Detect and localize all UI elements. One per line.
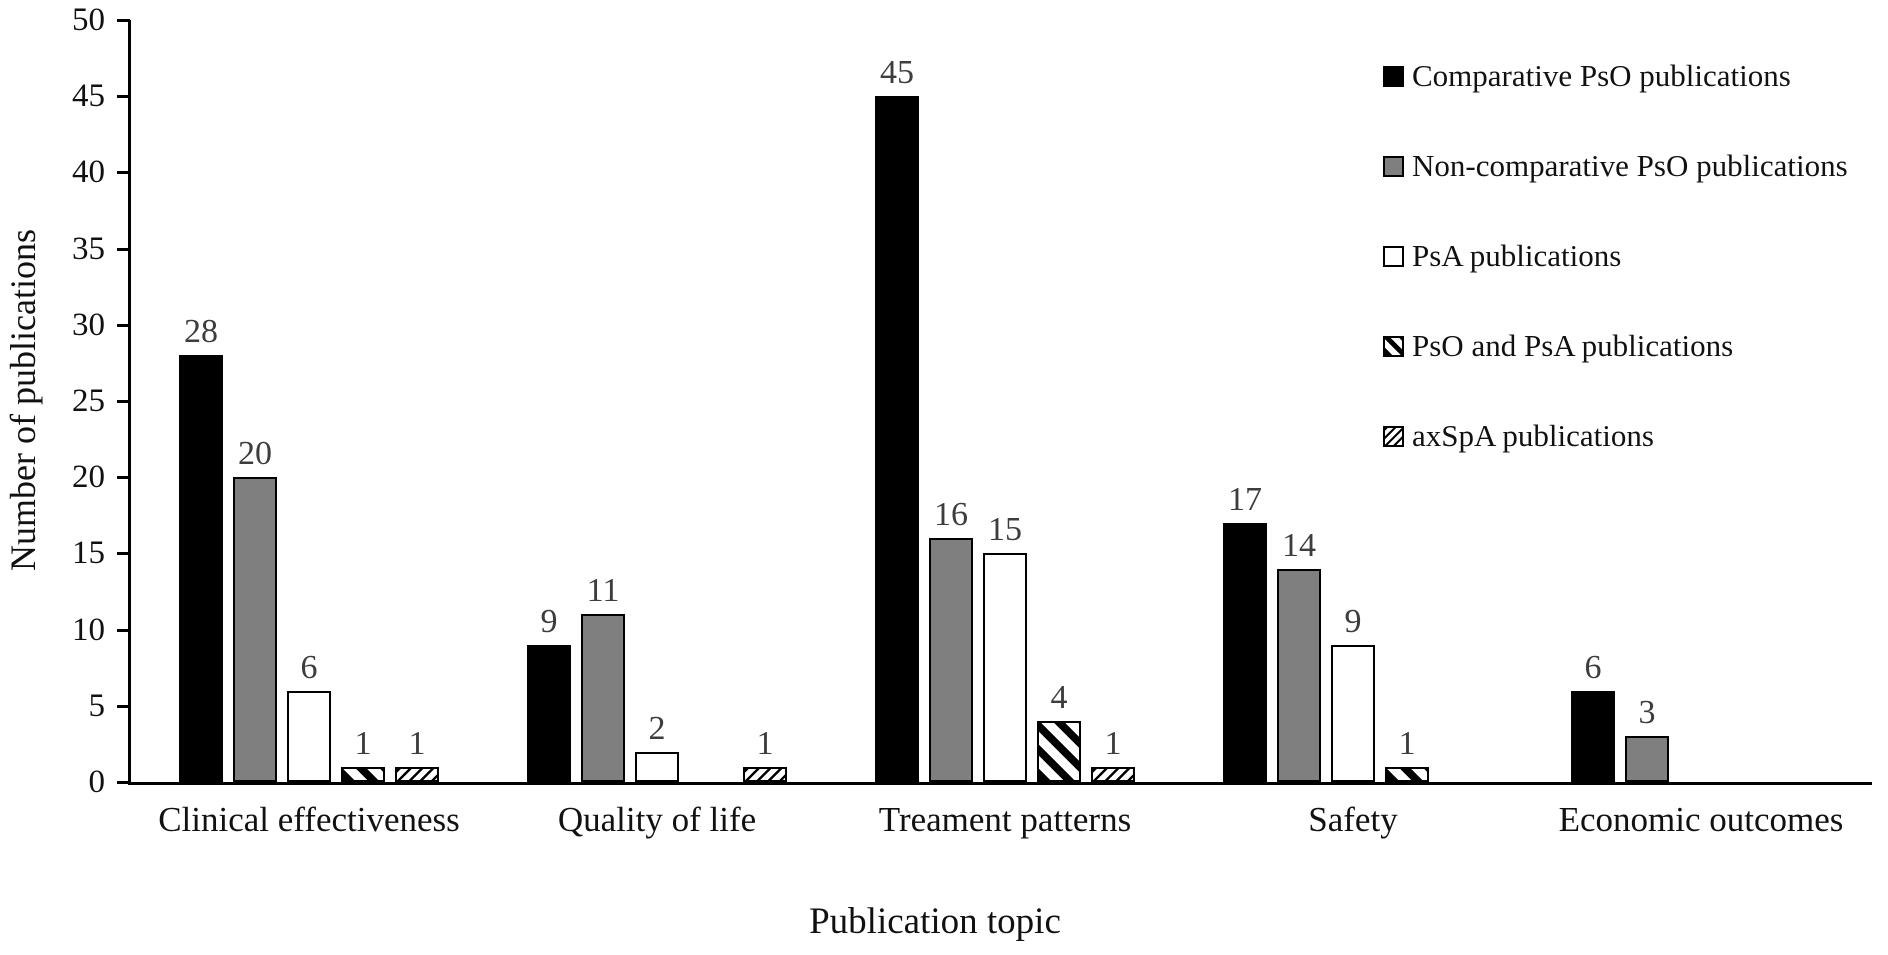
y-tick	[117, 171, 130, 175]
legend-row: axSpA publications	[1383, 417, 1654, 455]
bar-value-label: 1	[1398, 724, 1416, 762]
bar-value-label: 45	[880, 54, 914, 92]
bar-value-label: 6	[1584, 648, 1602, 686]
y-tick-label: 15	[72, 535, 105, 572]
legend-swatch-white-outline-icon	[1383, 245, 1404, 267]
bar-diagonal-hatch-backslash	[1037, 721, 1081, 782]
legend-label: PsO and PsA publications	[1412, 328, 1734, 363]
x-category-label: Economic outcomes	[1558, 800, 1844, 839]
bar-white-outline	[1331, 644, 1375, 782]
x-axis-title: Publication topic	[809, 901, 1061, 942]
y-tick-label: 10	[72, 611, 105, 648]
bar-value-label: 15	[988, 511, 1022, 549]
bar-value-label: 1	[354, 724, 372, 762]
bar-solid-black	[1223, 522, 1267, 782]
bar-value-label: 3	[1638, 694, 1656, 732]
legend-swatch-solid-gray-icon	[1383, 155, 1404, 177]
bar-diagonal-hatch-forwardslash	[1091, 766, 1135, 782]
x-category-label: Quality of life	[557, 800, 757, 839]
bar-solid-gray	[929, 538, 973, 782]
bar-solid-black	[875, 96, 919, 782]
legend-row: Comparative PsO publications	[1383, 57, 1791, 95]
legend-row: Non-comparative PsO publications	[1383, 147, 1848, 185]
bar-value-label: 9	[1344, 602, 1362, 640]
legend-label: Non-comparative PsO publications	[1412, 148, 1848, 183]
x-category-label: Safety	[1308, 800, 1398, 839]
y-tick	[117, 552, 130, 556]
bar-value-label: 1	[756, 724, 774, 762]
bar-solid-gray	[1625, 736, 1669, 782]
legend-swatch-diagonal-hatch-backslash-icon	[1383, 335, 1404, 357]
y-tick	[117, 400, 130, 403]
bar-value-label: 6	[300, 648, 318, 686]
bar-solid-gray	[1277, 568, 1321, 782]
y-tick	[117, 95, 130, 99]
legend-label: PsA publications	[1412, 238, 1622, 273]
legend-label: axSpA publications	[1412, 418, 1654, 453]
y-tick	[117, 19, 130, 22]
y-tick-label: 0	[88, 764, 106, 800]
x-category-label: Clinical effectiveness	[158, 800, 460, 839]
legend-swatch-diagonal-hatch-forwardslash-icon	[1383, 425, 1404, 447]
bar-value-label: 9	[540, 602, 558, 640]
bar-solid-gray	[581, 614, 625, 782]
bar-solid-black	[527, 644, 571, 782]
y-tick	[117, 781, 130, 784]
x-axis-line	[128, 782, 1872, 785]
bar-value-label: 16	[934, 496, 968, 534]
y-tick-label: 45	[72, 78, 105, 115]
y-tick-label: 50	[72, 2, 105, 38]
y-tick	[117, 476, 130, 480]
bar-value-label: 28	[184, 313, 218, 351]
y-tick-label: 40	[72, 154, 105, 191]
bar-value-label: 2	[648, 709, 666, 747]
y-tick-label: 20	[72, 459, 105, 496]
bar-white-outline	[983, 553, 1027, 782]
bar-white-outline	[287, 690, 331, 782]
bar-value-label: 14	[1282, 526, 1316, 564]
bar-white-outline	[635, 751, 679, 782]
bar-diagonal-hatch-backslash	[1385, 766, 1429, 782]
y-tick-label: 30	[72, 306, 105, 343]
bar-value-label: 1	[408, 724, 426, 762]
y-tick	[117, 628, 130, 632]
bar-value-label: 11	[586, 572, 620, 610]
bar-solid-gray	[233, 477, 277, 782]
legend-row: PsO and PsA publications	[1383, 327, 1733, 365]
y-tick	[117, 323, 130, 327]
bar-value-label: 20	[238, 435, 272, 473]
y-tick	[117, 247, 130, 251]
bar-diagonal-hatch-forwardslash	[743, 766, 787, 782]
legend-row: PsA publications	[1383, 237, 1621, 275]
y-tick-label: 25	[72, 383, 105, 419]
bar-solid-black	[179, 355, 223, 782]
bar-diagonal-hatch-backslash	[341, 766, 385, 782]
bar-value-label: 4	[1050, 679, 1068, 717]
x-category-label: Treament patterns	[878, 800, 1132, 839]
bar-diagonal-hatch-forwardslash	[395, 766, 439, 782]
y-tick-label: 5	[88, 687, 106, 724]
legend-swatch-solid-black-icon	[1383, 65, 1404, 87]
legend-label: Comparative PsO publications	[1412, 58, 1791, 93]
y-tick	[117, 704, 130, 708]
bar-value-label: 17	[1228, 480, 1262, 518]
y-tick-label: 35	[72, 230, 105, 267]
bar-value-label: 1	[1104, 724, 1122, 762]
bar-solid-black	[1571, 690, 1615, 782]
